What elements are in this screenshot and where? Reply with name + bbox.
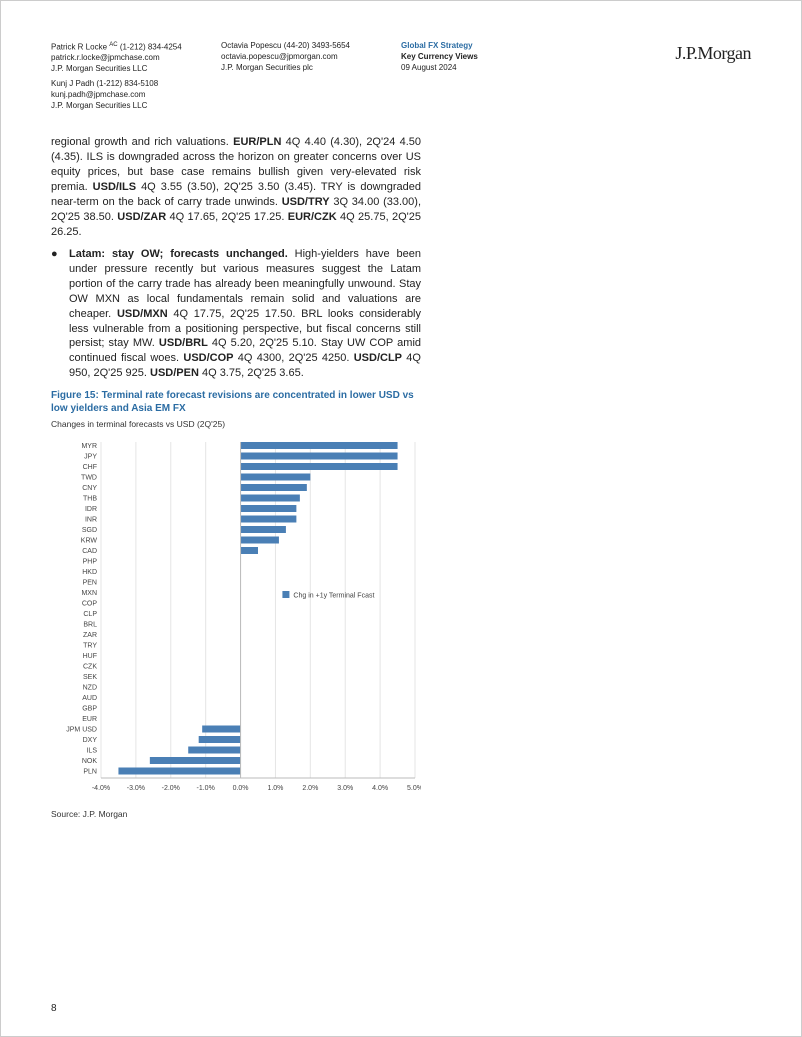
chart-svg: -4.0% -3.0% -2.0% -1.0% 0.0% 1.0% 2.0% 3.0% 4.0%… [51,436,421,798]
svg-text:IDR: IDR [85,506,97,513]
author-phone: (1-212) 834-4254 [120,43,182,52]
svg-text:3.0%: 3.0% [337,785,353,792]
body-column: regional growth and rich valuations. EUR… [51,135,421,820]
svg-text:KRW: KRW [81,538,98,545]
svg-text:0.0%: 0.0% [233,785,249,792]
svg-text:-3.0%: -3.0% [127,785,145,792]
author-ac: AC [109,42,117,48]
figure-title: Figure 15: Terminal rate forecast revisi… [51,389,421,415]
doc-meta: Global FX Strategy Key Currency Views 09… [401,41,521,111]
author-name: Kunj J Padh [51,79,94,88]
bar-chart: -4.0% -3.0% -2.0% -1.0% 0.0% 1.0% 2.0% 3.0% 4.0%… [51,436,421,803]
svg-text:HUF: HUF [83,653,97,660]
svg-text:COP: COP [82,601,98,608]
figure-subtitle: Changes in terminal forecasts vs USD (2Q… [51,419,421,430]
svg-text:GBP: GBP [82,706,97,713]
svg-text:EUR: EUR [82,716,97,723]
svg-text:ZAR: ZAR [83,632,97,639]
svg-text:PLN: PLN [83,769,97,776]
svg-text:NOK: NOK [82,758,98,765]
document-header: Patrick R Locke AC (1-212) 834-4254 patr… [51,41,751,111]
svg-text:-2.0%: -2.0% [162,785,180,792]
author-email: octavia.popescu@jpmorgan.com [221,52,391,63]
author-email: patrick.r.locke@jpmchase.com [51,53,211,64]
svg-text:THB: THB [83,496,97,503]
svg-text:1.0%: 1.0% [267,785,283,792]
svg-text:MYR: MYR [81,443,97,450]
svg-text:BRL: BRL [83,622,97,629]
doc-date: 09 August 2024 [401,63,521,74]
author-phone: (44-20) 3493-5654 [284,41,350,50]
svg-text:-4.0%: -4.0% [92,785,110,792]
doc-strategy: Global FX Strategy [401,41,521,52]
svg-text:DXY: DXY [83,737,98,744]
svg-text:5.0%: 5.0% [407,785,421,792]
svg-text:Chg in +1y Terminal Fcast: Chg in +1y Terminal Fcast [293,593,374,600]
svg-text:4.0%: 4.0% [372,785,388,792]
page: Patrick R Locke AC (1-212) 834-4254 patr… [0,0,802,1037]
author-name: Octavia Popescu [221,41,281,50]
bullet-latam: ● Latam: stay OW; forecasts unchanged. H… [51,247,421,381]
paragraph-1: regional growth and rich valuations. EUR… [51,135,421,239]
svg-text:CNY: CNY [82,485,97,492]
author-entity: J.P. Morgan Securities plc [221,63,391,74]
svg-text:PHP: PHP [83,559,98,566]
svg-text:2.0%: 2.0% [302,785,318,792]
author-phone: (1-212) 834-5108 [96,79,158,88]
svg-text:CAD: CAD [82,548,97,555]
svg-text:NZD: NZD [83,685,97,692]
svg-text:JPY: JPY [84,454,97,461]
svg-text:CLP: CLP [83,611,97,618]
paragraph-2: Latam: stay OW; forecasts unchanged. Hig… [69,247,421,381]
author-entity: J.P. Morgan Securities LLC [51,101,211,112]
svg-text:HKD: HKD [82,569,97,576]
svg-text:ILS: ILS [86,748,97,755]
page-number: 8 [51,1003,57,1014]
svg-text:SEK: SEK [83,674,97,681]
svg-text:JPM USD: JPM USD [66,727,97,734]
author-email: kunj.padh@jpmchase.com [51,90,211,101]
doc-subtitle: Key Currency Views [401,52,521,63]
svg-text:AUD: AUD [82,695,97,702]
jpmorgan-logo: J.P.Morgan [675,43,751,63]
logo-block: J.P.Morgan [521,41,751,111]
svg-text:MXN: MXN [81,590,97,597]
author-name: Patrick R Locke [51,43,107,52]
author-block-2: Octavia Popescu (44-20) 3493-5654 octavi… [221,41,391,111]
svg-text:PEN: PEN [83,580,97,587]
bullet-dot-icon: ● [51,247,61,381]
svg-text:SGD: SGD [82,527,97,534]
svg-text:CZK: CZK [83,664,97,671]
figure-source: Source: J.P. Morgan [51,809,421,820]
svg-text:CHF: CHF [83,464,97,471]
author-entity: J.P. Morgan Securities LLC [51,64,211,75]
svg-text:TWD: TWD [81,475,97,482]
svg-text:INR: INR [85,517,97,524]
svg-text:TRY: TRY [83,643,97,650]
svg-text:-1.0%: -1.0% [197,785,215,792]
author-block-1: Patrick R Locke AC (1-212) 834-4254 patr… [51,41,211,111]
